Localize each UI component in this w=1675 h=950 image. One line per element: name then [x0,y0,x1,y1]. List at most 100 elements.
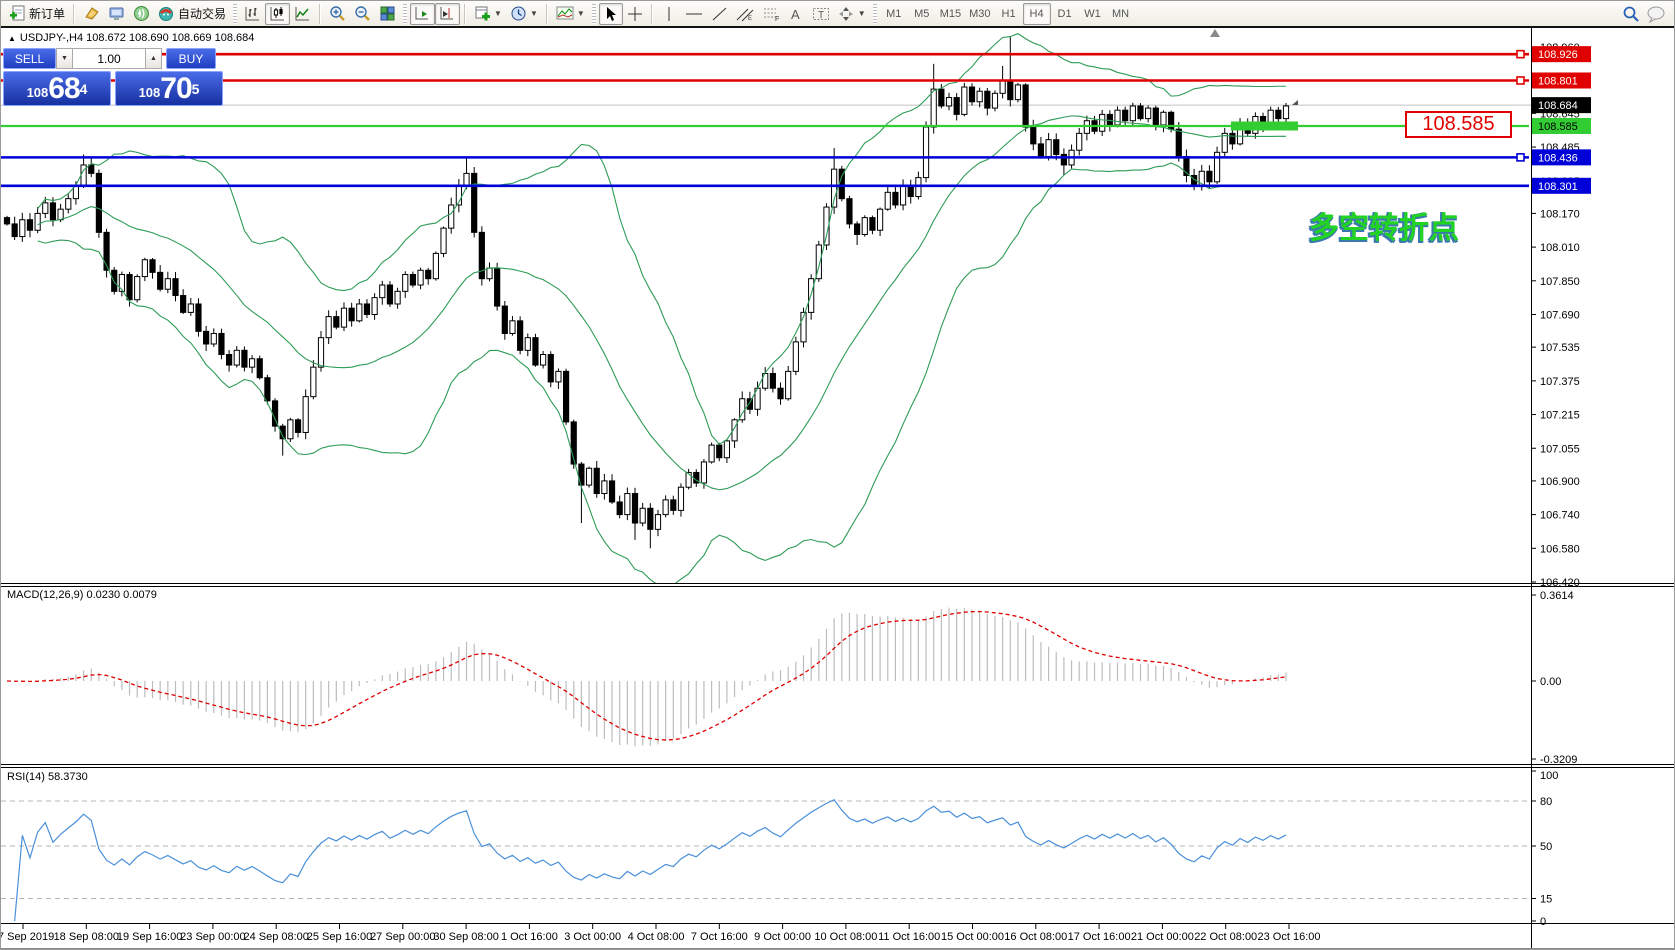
time-label[interactable]: 18 Sep 08:00 [54,931,119,943]
candle-body [708,444,715,463]
timeframe-W1[interactable]: W1 [1084,7,1101,20]
timeframe-H1[interactable]: H1 [1001,7,1016,20]
separator [73,3,76,24]
candle-body [95,172,103,233]
candle-body [876,208,884,231]
volume-input[interactable] [73,48,145,69]
time-label[interactable]: 25 Sep 16:00 [307,931,372,943]
time-label[interactable]: 3 Oct 00:00 [564,931,621,943]
price-tick-label: 107.055 [1540,443,1580,455]
timeframe-H4[interactable]: H4 [1022,2,1051,25]
candle-body [187,303,194,313]
vertical-line-button[interactable] [657,3,681,25]
new-chart-button[interactable]: ▼ [470,3,506,25]
candle-body [494,267,501,307]
candle-body [831,168,838,208]
time-label[interactable]: 30 Sep 08:00 [433,931,498,943]
price-annotation-box[interactable]: 108.585 [1405,111,1512,138]
bar-chart-button[interactable] [240,3,265,25]
text-button[interactable]: A [784,3,808,25]
label-icon: T [812,7,829,21]
trendline-button[interactable] [707,3,732,25]
toolbar-right [1622,5,1672,23]
candle-body [869,217,876,231]
arrows-tool-button[interactable]: ▼ [834,3,870,25]
timeframe-M1[interactable]: M1 [886,7,902,20]
time-label[interactable]: 19 Sep 16:00 [117,931,182,943]
hline-marker[interactable] [1516,76,1525,85]
indicators-button[interactable]: ▼ [552,3,589,25]
chat-icon[interactable] [1646,5,1666,23]
timeframe-D1[interactable]: D1 [1057,7,1072,20]
tile-windows-button[interactable] [375,3,400,25]
candle-body [103,231,110,271]
autotrading-button[interactable]: 自动交易 [154,3,230,25]
price-tag-label: 108.684 [1538,100,1578,112]
time-label[interactable]: 23 Sep 00:00 [180,931,245,943]
chart-shift-button[interactable] [435,2,461,25]
cursor-button[interactable] [598,2,623,25]
candle-body [218,332,225,356]
horizontal-line-button[interactable] [681,3,707,25]
time-label[interactable]: 1 Oct 16:00 [501,931,558,943]
time-label[interactable]: 9 Oct 00:00 [754,931,811,943]
volume-increase-button[interactable]: ▲ [145,48,162,69]
time-label[interactable]: 15 Oct 00:00 [941,931,1004,943]
timeframe-M5[interactable]: M5 [914,7,930,20]
svg-text:T: T [818,10,824,21]
search-icon[interactable] [1622,5,1640,23]
zoom-out-button[interactable] [350,3,375,25]
time-label[interactable]: 16 Oct 08:00 [1004,931,1067,943]
svg-text:A: A [791,7,800,22]
time-label[interactable]: 11 Oct 16:00 [878,931,940,943]
signal-button[interactable] [129,3,154,25]
time-label[interactable]: 24 Sep 08:00 [243,931,308,943]
dropdown-caret: ▼ [494,9,502,18]
candle-body [425,269,432,280]
label-button[interactable]: T [808,3,834,25]
collapse-arrow-icon[interactable]: ▲ [8,34,16,43]
hline-marker[interactable] [1516,49,1525,59]
rsi-scale-label: 15 [1540,894,1552,906]
time-label[interactable]: 21 Oct 00:00 [1131,931,1194,943]
sell-price-box[interactable]: 108 68 4 [3,71,111,106]
pivot-note-text[interactable]: 多空转折点 [1309,212,1459,245]
time-label[interactable]: 27 Sep 00:00 [370,931,435,943]
time-label[interactable]: 17 Sep 2019 [1,931,54,943]
hline-marker[interactable] [1516,153,1525,162]
fibonacci-button[interactable]: F [758,3,784,25]
crosshair-button[interactable] [623,3,647,25]
time-label[interactable]: 4 Oct 08:00 [628,931,685,943]
volume-decrease-button[interactable]: ▼ [56,48,73,69]
price-tick-label: 106.900 [1540,476,1580,488]
channel-button[interactable]: E [732,3,758,25]
timeframe-M30[interactable]: M30 [969,7,991,20]
candle-body [662,499,669,516]
time-label[interactable]: 10 Oct 08:00 [814,931,877,943]
new-order-button[interactable]: 新订单 [5,3,69,25]
candle-body [639,507,646,524]
time-label[interactable]: 23 Oct 16:00 [1258,931,1321,943]
time-label[interactable]: 17 Oct 16:00 [1068,931,1131,943]
gold-badge-button[interactable] [79,3,104,25]
auto-scroll-button[interactable] [410,2,436,25]
market-watch-button[interactable] [104,3,129,25]
line-chart-button[interactable] [290,3,315,25]
buy-button[interactable]: BUY [166,48,216,69]
period-button[interactable]: ▼ [506,3,542,25]
time-label[interactable]: 7 Oct 16:00 [691,931,748,943]
candlestick-button[interactable] [265,2,291,25]
candle-body [922,126,930,179]
line-chart-icon [295,7,310,21]
sell-button[interactable]: SELL [3,48,56,69]
buy-price-box[interactable]: 108 70 5 [115,71,223,106]
time-label[interactable]: 22 Oct 08:00 [1194,931,1257,943]
highlight-segment[interactable] [1231,121,1298,131]
timeframe-M15[interactable]: M15 [939,7,962,20]
timeframe-MN[interactable]: MN [1111,7,1130,20]
candle-body [769,372,776,389]
candle-body [777,387,784,400]
zoom-in-button[interactable] [325,3,350,25]
candle-body [1060,153,1067,166]
